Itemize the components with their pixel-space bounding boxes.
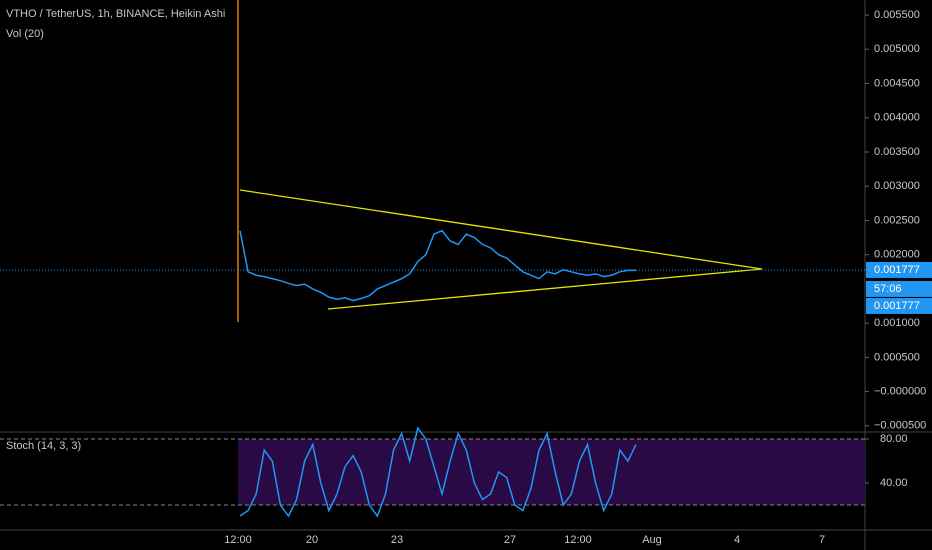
x-tick-label: 12:00 xyxy=(224,534,252,546)
symbol-title: VTHO / TetherUS, 1h, BINANCE, Heikin Ash… xyxy=(6,8,225,20)
price-tag-bg xyxy=(866,297,932,314)
countdown-tag: 57:06 xyxy=(874,283,902,295)
volume-label: Vol (20) xyxy=(6,28,44,40)
last-price-tag: 0.001777 xyxy=(874,264,920,276)
y-tick-label: 0.002000 xyxy=(874,249,920,261)
price-line xyxy=(239,229,636,302)
y-tick-label: 0.001000 xyxy=(874,317,920,329)
y-tick-label: 0.002500 xyxy=(874,214,920,226)
y-tick-label: 0.005500 xyxy=(874,9,920,21)
y-tick-label: −0.000500 xyxy=(874,420,926,432)
y-tick-label: 0.004000 xyxy=(874,112,920,124)
stoch-band xyxy=(238,439,865,506)
x-tick-label: 20 xyxy=(306,534,318,546)
y-tick-label: 0.005000 xyxy=(874,43,920,55)
y-tick-label: 0.003500 xyxy=(874,146,920,158)
trendline-upper xyxy=(239,189,763,270)
x-tick-label: 7 xyxy=(819,534,825,546)
y-tick-label: 0.000500 xyxy=(874,351,920,363)
y-tick-label: 40.00 xyxy=(880,477,908,489)
countdown-tag-bg xyxy=(866,280,932,297)
x-tick-label: 23 xyxy=(391,534,403,546)
stoch-label: Stoch (14, 3, 3) xyxy=(6,440,81,452)
y-tick-label: −0.000000 xyxy=(874,386,926,398)
x-tick-label: 4 xyxy=(734,534,740,546)
y-tick-label: 80.00 xyxy=(880,433,908,445)
x-tick-label: 12:00 xyxy=(564,534,592,546)
x-tick-label: Aug xyxy=(642,534,662,546)
x-tick-label: 27 xyxy=(504,534,516,546)
price-tag: 0.001777 xyxy=(874,300,920,312)
y-tick-label: 0.004500 xyxy=(874,77,920,89)
trendline-lower xyxy=(327,268,763,310)
price-line xyxy=(239,426,637,518)
y-tick-label: 0.003000 xyxy=(874,180,920,192)
last-price-tag-bg xyxy=(866,261,932,278)
